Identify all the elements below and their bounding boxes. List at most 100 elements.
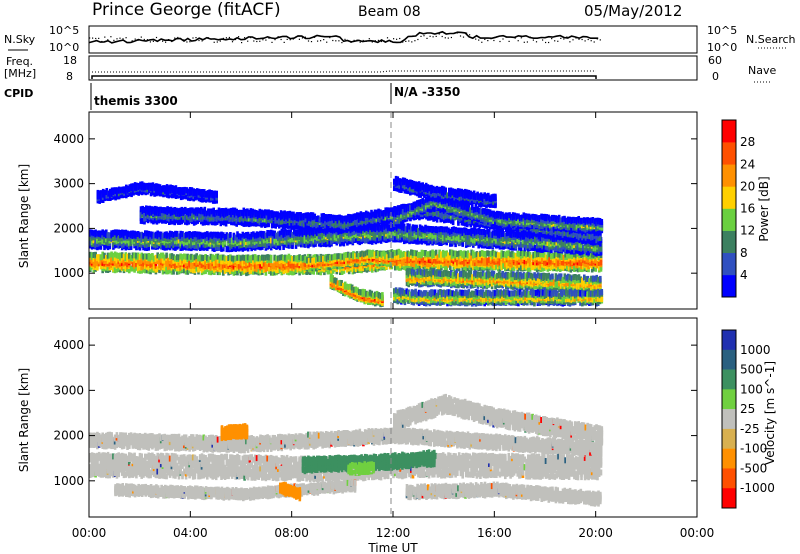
power-cell [152, 261, 156, 268]
power-cell [239, 258, 243, 265]
power-cell [145, 253, 149, 260]
power-cell [140, 264, 143, 271]
power-cell [301, 254, 305, 261]
power-cell [213, 255, 216, 262]
nsearch-dot [487, 40, 489, 42]
power-cell [184, 268, 188, 275]
power-cell [232, 255, 236, 262]
nsearch-dot [462, 36, 465, 38]
nsky-label: N.Sky [4, 33, 36, 46]
nsearch-dot [386, 37, 389, 39]
nsearch-dot [514, 37, 516, 39]
nsearch-dot [228, 36, 230, 39]
nsearch-dot [256, 40, 258, 43]
power-cell [296, 254, 300, 261]
power-cell [105, 258, 108, 265]
power-cell [252, 265, 255, 272]
nsearch-dot [526, 41, 528, 43]
nsearch-dot [380, 40, 382, 43]
power-cell [282, 267, 285, 274]
power-cell [236, 254, 239, 261]
power-cell [135, 264, 138, 271]
nsearch-dot [292, 38, 294, 40]
power-cell [238, 267, 241, 274]
power-cell [106, 257, 110, 264]
power-cell [271, 263, 275, 270]
power-cell [291, 256, 294, 262]
power-cell [136, 252, 140, 259]
power-cell [222, 254, 225, 261]
power-cell [243, 258, 246, 265]
power-cell [138, 254, 142, 261]
nsearch-dot [274, 39, 276, 41]
power-cell [115, 266, 119, 273]
power-cell [120, 264, 124, 270]
power-cell [291, 269, 294, 276]
power-cell [193, 254, 197, 261]
power-cell [363, 265, 367, 272]
power-cell [129, 258, 133, 265]
power-cell [133, 259, 136, 265]
power-cell [397, 248, 401, 255]
power-cell [175, 259, 179, 266]
nsearch-dot [426, 37, 428, 39]
power-cell [149, 261, 152, 268]
nsearch-dot [113, 39, 115, 41]
nsearch-dot [377, 39, 379, 41]
power-cell [158, 259, 161, 266]
power-cell [264, 254, 268, 261]
nsearch-dot [110, 36, 112, 38]
power-cell [245, 254, 248, 261]
power-cell [158, 253, 161, 260]
power-cell [209, 264, 213, 271]
power-cell [179, 253, 182, 260]
power-cell [277, 260, 280, 267]
power-cell [291, 262, 294, 269]
nsearch-dot [158, 39, 161, 41]
power-cell [266, 257, 269, 264]
nsearch-dot [244, 37, 246, 39]
power-cell [144, 253, 147, 260]
nsearch-dot [134, 38, 136, 40]
nsearch-dot [472, 37, 474, 39]
power-cell [301, 260, 305, 267]
power-cell [151, 266, 154, 273]
power-cell [264, 269, 268, 276]
nsearch-dot [432, 36, 434, 38]
power-cell [154, 254, 158, 261]
power-cell [269, 264, 273, 271]
nsearch-dot [289, 39, 291, 41]
nsearch-dot [587, 38, 589, 41]
nsky-tick-low: 10^0 [49, 41, 79, 54]
power-cell [395, 253, 399, 260]
power-cell [89, 251, 92, 258]
power-cell [140, 252, 143, 259]
power-cell [266, 264, 269, 271]
power-cell [278, 267, 282, 274]
power-cell [223, 255, 227, 262]
power-cell [259, 255, 262, 262]
power-cell [229, 254, 232, 261]
power-cell [113, 255, 117, 262]
power-cell [90, 252, 94, 259]
power-cell [220, 263, 223, 270]
power-cell [280, 264, 284, 271]
nsearch-dot [371, 41, 373, 43]
nsearch-dot [435, 35, 437, 37]
power-cell [197, 255, 200, 262]
nsearch-dot [122, 38, 124, 40]
power-cell [191, 267, 195, 274]
power-cell [200, 261, 204, 268]
nsearch-dot [174, 37, 176, 39]
power-cell [129, 265, 133, 272]
nsearch-label: N.Search [746, 33, 796, 46]
nsearch-dot [92, 37, 94, 39]
power-cell [394, 250, 397, 257]
nsearch-dot [341, 42, 343, 44]
nsearch-dot [590, 40, 592, 42]
nsearch-dot [359, 41, 361, 43]
nsearch-dot [578, 38, 580, 40]
nsearch-dot [408, 40, 410, 42]
nsearch-dot [304, 36, 306, 38]
freq-tick-low: 8 [66, 70, 73, 83]
